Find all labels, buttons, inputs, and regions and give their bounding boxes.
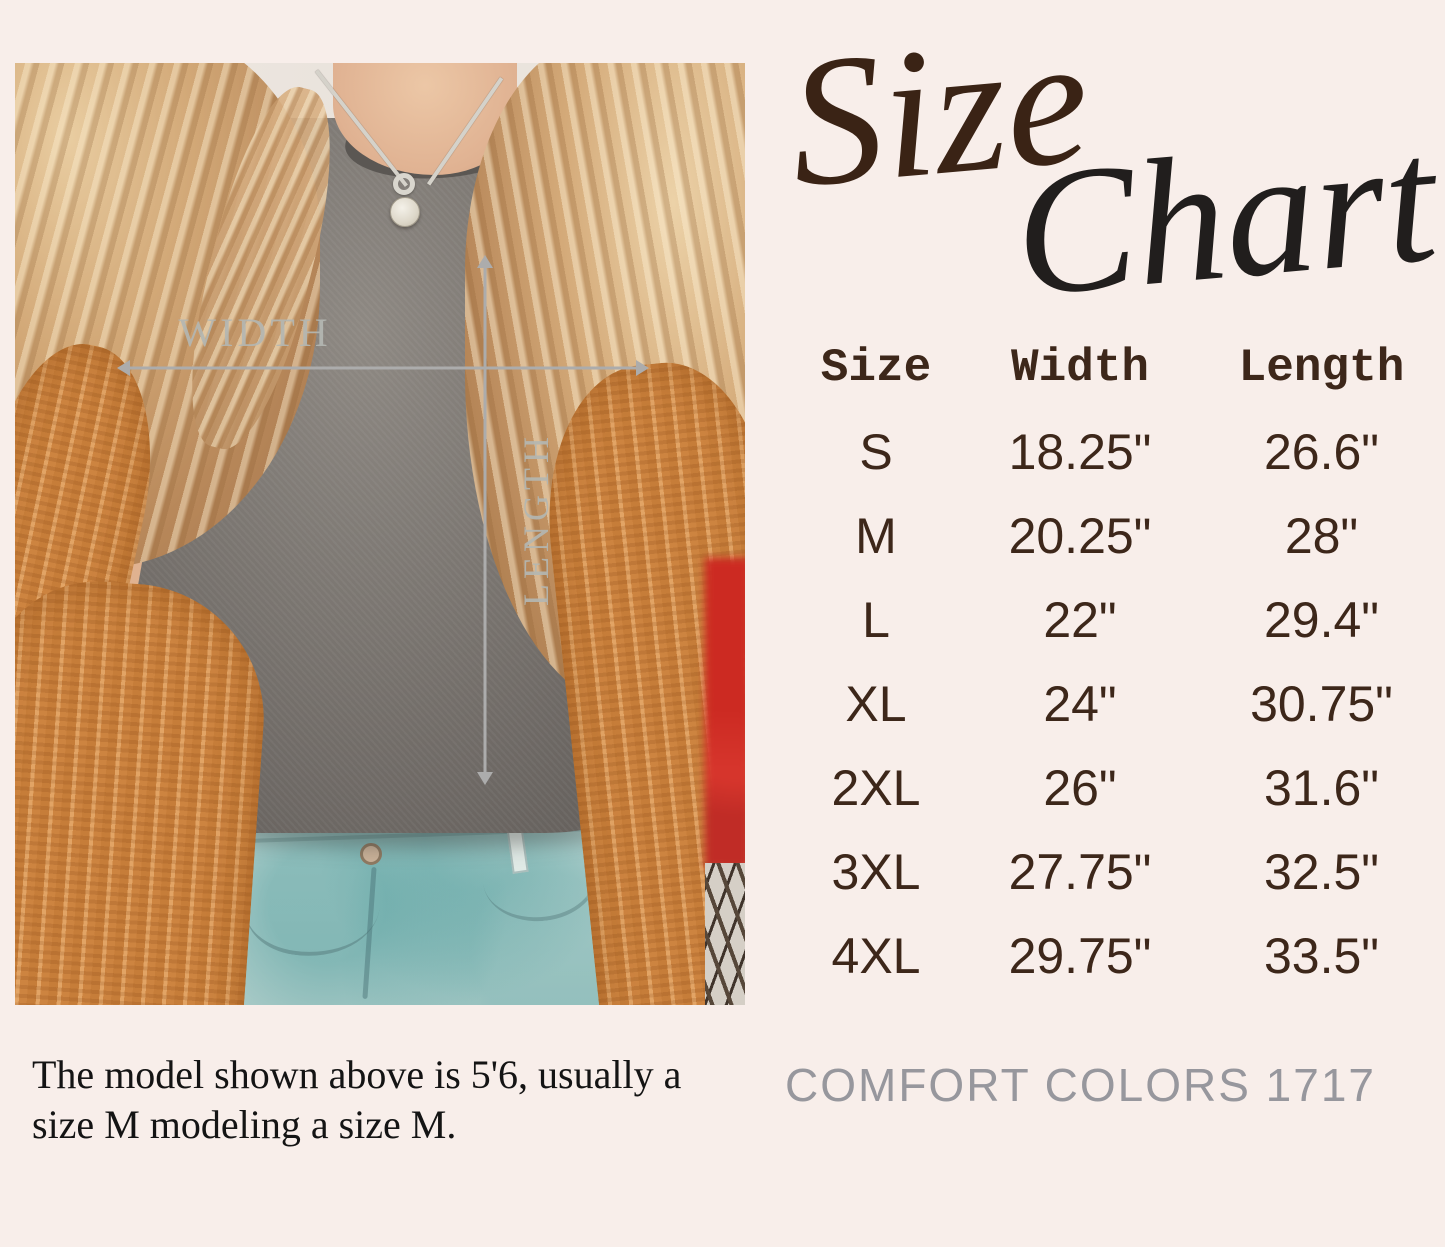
- necklace-clasp-ring: [393, 173, 415, 195]
- cell-size: M: [855, 508, 897, 564]
- cell-width: 29.75": [1008, 928, 1152, 984]
- cell-size: L: [862, 592, 890, 648]
- cell-size: 3XL: [831, 844, 921, 900]
- cell-width: 18.25": [1008, 424, 1152, 480]
- cell-length: 26.6": [1263, 424, 1380, 480]
- length-arrow-icon: [477, 255, 493, 785]
- cell-length: 30.75": [1250, 676, 1393, 732]
- cell-length: 31.6": [1263, 760, 1380, 816]
- page-title-chart-word: Chart: [1007, 99, 1443, 334]
- cell-width: 20.25": [1008, 508, 1152, 564]
- cell-size: XL: [845, 676, 907, 732]
- jeans-button: [360, 843, 382, 865]
- cell-length: 33.5": [1263, 928, 1380, 984]
- cell-size: 2XL: [831, 760, 921, 816]
- necklace-pendant: [390, 197, 420, 227]
- size-chart-table: Size Width Length S 18.25" 26.6" M 20.25…: [790, 326, 1445, 998]
- model-caption: The model shown above is 5'6, usually a …: [32, 1050, 752, 1150]
- cell-size: S: [859, 424, 893, 480]
- brand-footnote: COMFORT COLORS 1717: [785, 1059, 1377, 1111]
- cell-length: 29.4": [1263, 592, 1380, 648]
- cell-length: 32.5": [1263, 844, 1380, 900]
- red-background-decor: [705, 558, 745, 868]
- cell-size: 4XL: [831, 928, 921, 984]
- product-photo: WIDTH LENGTH: [15, 63, 745, 1005]
- width-label: WIDTH: [178, 310, 332, 355]
- column-header-length: Length: [1238, 342, 1405, 394]
- cell-length: 28": [1284, 508, 1359, 564]
- cell-width: 27.75": [1008, 844, 1152, 900]
- caption-line: The model shown above is 5'6, usually a: [32, 1052, 682, 1097]
- length-label: LENGTH: [516, 432, 556, 606]
- cell-width: 24": [1043, 676, 1117, 732]
- caption-line: size M modeling a size M.: [32, 1102, 457, 1147]
- cell-width: 26": [1043, 760, 1117, 816]
- cardigan-left: [15, 573, 273, 1005]
- column-header-size: Size: [820, 342, 932, 394]
- width-arrow-icon: [117, 360, 649, 376]
- cell-width: 22": [1043, 592, 1117, 648]
- twig-background-decor: [705, 863, 745, 1005]
- column-header-width: Width: [1010, 342, 1150, 394]
